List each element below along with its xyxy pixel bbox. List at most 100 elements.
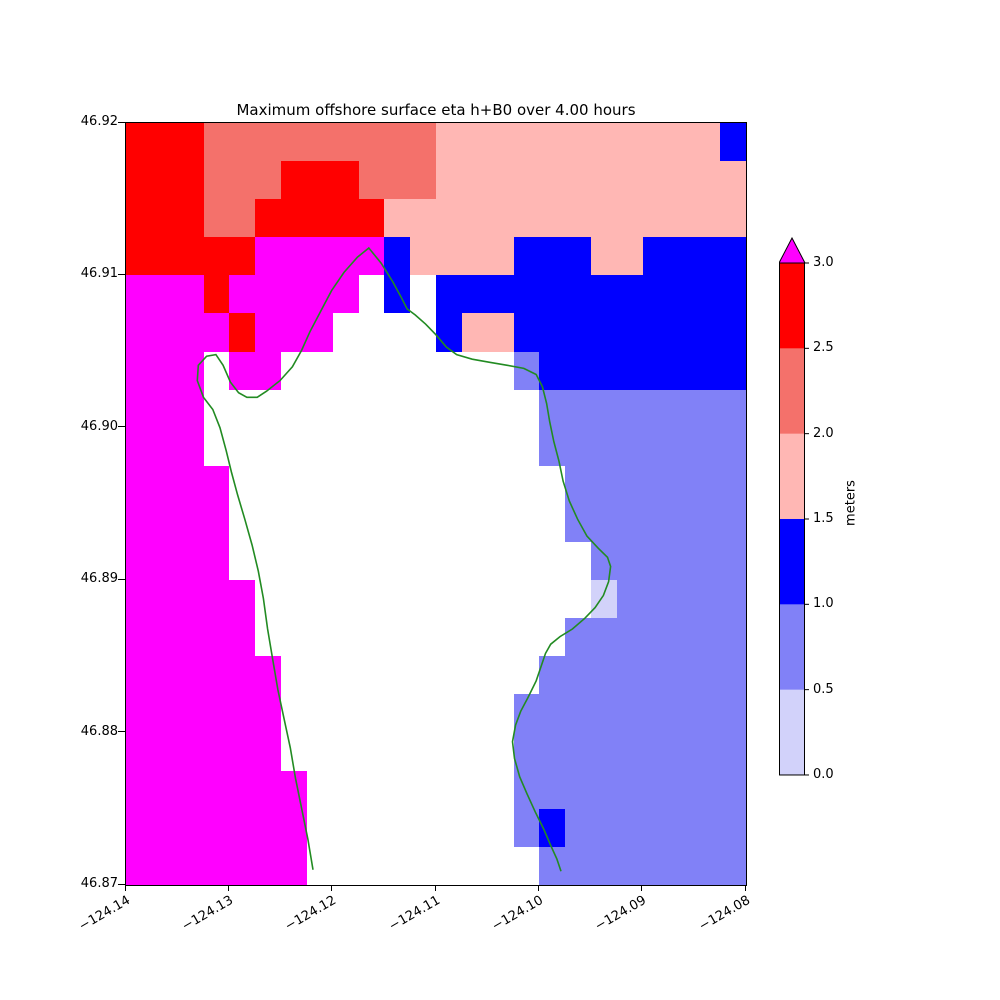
heatmap-cell [642,846,669,885]
heatmap-cell [720,542,746,581]
heatmap-cell [436,237,462,276]
heatmap-cell [281,313,307,352]
heatmap-cell [358,808,385,847]
heatmap-cell [616,275,643,314]
heatmap-cell [203,656,230,695]
heatmap-cell [281,770,307,809]
x-tick-mark [537,885,539,891]
heatmap-cell [306,808,333,847]
heatmap-cell [461,503,488,543]
heatmap-cell [565,123,591,162]
heatmap-cell [151,237,178,276]
heatmap-cell [513,618,540,657]
heatmap-cell [591,199,617,238]
heatmap-cell [151,618,178,657]
x-tick-mark [227,885,229,891]
heatmap-cell [487,313,514,352]
heatmap-cell [306,313,333,352]
heatmap-cell [436,656,462,695]
heatmap-cell [151,123,178,162]
heatmap-cell [358,618,385,657]
heatmap-cell [229,656,256,695]
heatmap-cell [177,656,204,695]
heatmap-cell [565,770,591,809]
heatmap-cell [229,389,256,428]
heatmap-cell [384,846,411,885]
heatmap-cell [642,618,669,657]
heatmap-cell [513,275,540,314]
heatmap-cell [616,427,643,466]
heatmap-cell [565,237,591,276]
heatmap-cell [565,427,591,466]
heatmap-cell [539,618,566,657]
heatmap-cell [410,199,436,238]
heatmap-cell [642,389,669,428]
heatmap-cell [126,770,152,809]
heatmap-cell [126,732,152,771]
heatmap-cell [513,580,540,619]
heatmap-cell [461,656,488,695]
heatmap-cell [591,542,617,581]
heatmap-cell [332,542,359,581]
heatmap-cell [126,846,152,885]
heatmap-cell [513,846,540,885]
heatmap-cell [384,123,411,162]
heatmap-cell [203,351,230,390]
colorbar-segment [779,348,805,435]
heatmap-cell [436,770,462,809]
heatmap-cell [539,313,566,352]
heatmap-cell [487,542,514,581]
heatmap-cell [461,389,488,428]
heatmap-cell [384,808,411,847]
heatmap-cell [487,427,514,466]
heatmap-cell [281,732,307,771]
heatmap-cell [642,580,669,619]
heatmap-cell [668,656,695,695]
heatmap-cell [565,275,591,314]
heatmap-cell [642,808,669,847]
heatmap-cell [306,580,333,619]
heatmap-cell [642,351,669,390]
heatmap-cell [461,123,488,162]
colorbar-tick-label: 0.0 [813,766,834,782]
heatmap-cell [539,580,566,619]
heatmap-cell [306,161,333,200]
heatmap-cell [151,161,178,200]
heatmap-cell [487,808,514,847]
heatmap-cell [720,237,746,276]
heatmap-cell [616,161,643,200]
heatmap-cell [720,732,746,771]
heatmap-cell [668,618,695,657]
heatmap-cell [306,199,333,238]
heatmap-cell [151,389,178,428]
heatmap-cell [565,694,591,733]
heatmap-cell [668,161,695,200]
heatmap-cell [720,503,746,543]
heatmap-cell [126,123,152,162]
heatmap-cell [126,618,152,657]
heatmap-cell [255,618,281,657]
heatmap-cell [694,846,721,885]
heatmap-cell [436,694,462,733]
heatmap-cell [565,161,591,200]
heatmap-cell [616,580,643,619]
heatmap-cell [642,313,669,352]
heatmap-cell [565,389,591,428]
heatmap-cell [668,427,695,466]
heatmap-cell [177,427,204,466]
heatmap-cell [565,503,591,543]
heatmap-cell [306,694,333,733]
heatmap-cell [306,732,333,771]
colorbar-outline [779,262,805,776]
heatmap-cell [539,123,566,162]
x-tick-mark [744,885,746,891]
heatmap-cell [513,199,540,238]
heatmap-cell [487,503,514,543]
heatmap-cell [229,275,256,314]
heatmap-cell [720,580,746,619]
heatmap-cell [306,389,333,428]
heatmap-cell [177,275,204,314]
heatmap-cell [384,161,411,200]
colorbar [779,237,809,776]
heatmap-cell [384,580,411,619]
